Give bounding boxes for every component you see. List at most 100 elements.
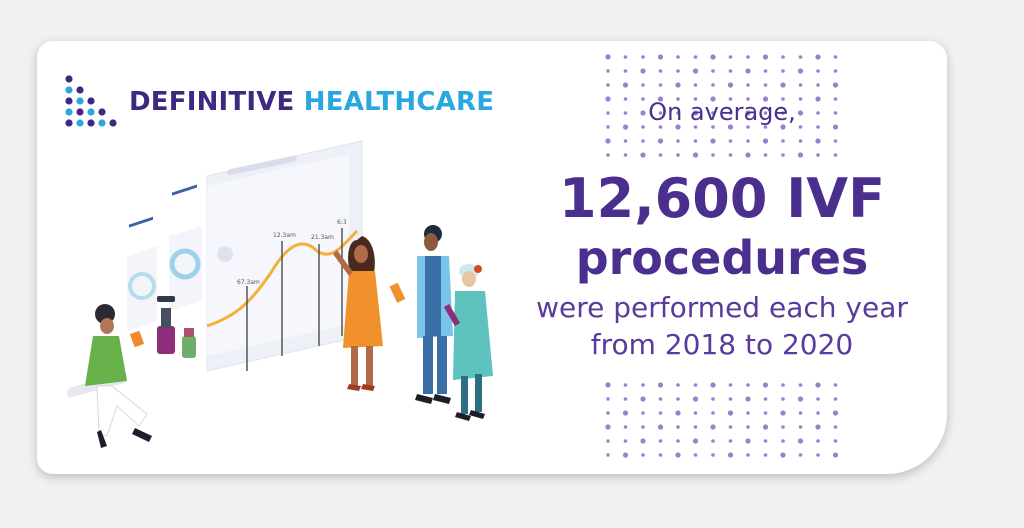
decorative-dot [692, 152, 699, 158]
decorative-dot [605, 382, 611, 388]
decorative-dot [606, 453, 610, 457]
decorative-dot [657, 424, 664, 430]
decorative-dot [711, 69, 715, 73]
decorative-dot [762, 138, 769, 144]
decorative-dot [781, 69, 785, 73]
team-analyzing-chart-illustration: 67.3am 12.3am 21.3am 6:3 [67, 140, 493, 448]
decorative-dot [623, 111, 628, 115]
decorative-dot [833, 97, 838, 101]
decorative-dot [833, 153, 838, 157]
decorative-dot [781, 425, 785, 429]
decorative-dot [641, 383, 645, 387]
decorative-dot [676, 425, 680, 429]
decorative-dot [640, 110, 646, 116]
gauge-widget-left [127, 216, 157, 331]
logo-dot [98, 119, 106, 127]
decorative-dot [606, 153, 610, 157]
decorative-dot [641, 83, 645, 87]
decorative-dot [745, 68, 751, 74]
decorative-dot [676, 383, 680, 387]
decorative-dot [816, 125, 820, 129]
decorative-dot [692, 68, 699, 74]
decorative-dot [833, 69, 838, 73]
decorative-dot [676, 153, 680, 157]
decorative-dot [640, 68, 646, 74]
decorative-dot [763, 439, 768, 443]
decorative-dot [605, 424, 611, 430]
decorative-dot [728, 111, 733, 115]
decorative-dot [745, 152, 751, 158]
decorative-dot [781, 439, 785, 443]
chart-label-3: 21.3am [311, 234, 334, 241]
decorative-dot [746, 383, 750, 387]
decorative-dot [623, 425, 628, 429]
decorative-dot [797, 396, 804, 402]
statistic-figure: 12,600 IVF [559, 167, 885, 230]
decorative-dot [798, 453, 803, 457]
decorative-dot [798, 55, 803, 59]
decorative-dot [763, 397, 768, 401]
decorative-dot [780, 82, 786, 88]
decorative-dot [676, 55, 680, 59]
decorative-dot [641, 55, 645, 59]
decorative-dot [623, 439, 628, 443]
decorative-dot [675, 82, 681, 88]
decorative-dot [762, 96, 769, 102]
decorative-dot [762, 382, 769, 388]
decorative-dot [605, 96, 611, 102]
decorative-dot [657, 54, 664, 60]
decorative-dot [623, 97, 628, 101]
man-with-tablet-figure [389, 225, 453, 404]
logo-dot [76, 108, 84, 116]
decorative-dot [815, 138, 821, 144]
decorative-dot [746, 425, 750, 429]
gauge-widget-mid [169, 184, 202, 311]
decorative-dot [692, 438, 699, 444]
decorative-dot [693, 97, 698, 101]
decorative-dot [622, 82, 629, 88]
logo-dot [65, 119, 73, 127]
decorative-dot [640, 438, 646, 444]
decorative-dot [676, 397, 680, 401]
decorative-dot [833, 383, 838, 387]
brand-name: DEFINITIVE HEALTHCARE [129, 87, 494, 117]
decorative-dot [763, 83, 768, 87]
decorative-dot [605, 138, 611, 144]
decorative-dot [728, 425, 733, 429]
decorative-dot [746, 453, 750, 457]
decorative-dot [780, 452, 786, 458]
decorative-dot [763, 111, 768, 115]
decorative-dot [746, 125, 750, 129]
decorative-dot [727, 82, 734, 88]
decorative-dot [816, 111, 820, 115]
decorative-dot [833, 425, 838, 429]
decorative-dot [798, 83, 803, 87]
decorative-dot [762, 54, 769, 60]
decorative-dot [781, 153, 785, 157]
chart-label-1: 67.3am [237, 279, 260, 286]
decorative-dot [781, 397, 785, 401]
decorative-dot [711, 453, 715, 457]
decorative-dot [710, 96, 716, 102]
logo-dot [98, 108, 106, 116]
logo-dot [65, 86, 73, 94]
decorative-dot [623, 55, 628, 59]
decorative-dot [622, 452, 629, 458]
decorative-dot [711, 411, 715, 415]
decorative-dot [676, 69, 680, 73]
decorative-dot [832, 82, 839, 88]
decorative-dot [763, 125, 768, 129]
decorative-dot [832, 452, 839, 458]
decorative-dot [746, 55, 750, 59]
decorative-dot [710, 382, 716, 388]
decorative-dot [815, 96, 821, 102]
decorative-dot [623, 383, 628, 387]
decorative-dot [781, 97, 785, 101]
seated-woman-figure [67, 304, 152, 448]
decorative-dot [728, 55, 733, 59]
decorative-dot [710, 54, 716, 60]
decorative-dot [711, 111, 715, 115]
brand-logo[interactable]: DEFINITIVE HEALTHCARE [63, 73, 523, 133]
decorative-dot [816, 69, 820, 73]
intro-text: On average, [648, 98, 796, 126]
